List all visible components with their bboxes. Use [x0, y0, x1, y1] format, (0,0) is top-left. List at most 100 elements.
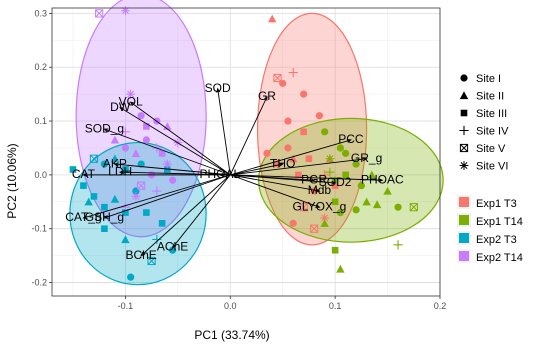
loading-label: AChE — [157, 240, 188, 254]
data-point — [80, 182, 87, 189]
y-tick-label: 0.0 — [34, 170, 47, 180]
data-point — [409, 203, 418, 212]
data-point — [320, 219, 329, 227]
legend-shape-label: Site I — [476, 73, 501, 85]
legend-color-swatch — [459, 215, 469, 225]
loading-label: AKP — [103, 156, 127, 170]
ellipse-exp1-t3 — [256, 12, 368, 246]
y-tick-label: 0.3 — [34, 8, 47, 18]
arrow-head — [82, 172, 88, 177]
data-point — [336, 208, 344, 217]
arrow-head — [346, 138, 352, 143]
arrow-head — [113, 162, 119, 167]
data-point — [372, 200, 382, 209]
data-point — [331, 198, 339, 206]
data-point — [110, 135, 120, 144]
data-point — [120, 202, 131, 212]
y-tick-label: 0.2 — [34, 62, 47, 72]
loading-label: GSH_g — [85, 210, 124, 224]
loading-arrow — [230, 174, 383, 181]
loading-arrow — [230, 158, 367, 176]
data-point — [273, 73, 282, 83]
data-point — [137, 112, 145, 120]
data-point — [147, 256, 156, 266]
arrow-head — [103, 128, 109, 133]
loading-label: LDH — [108, 164, 132, 178]
arrow-head — [331, 180, 337, 185]
loading-arrow — [217, 88, 231, 175]
x-axis-title: PC1 (33.74%) — [194, 328, 269, 342]
loading-label: GR_g — [351, 151, 382, 165]
loading-arrow — [230, 174, 320, 192]
legend-shape-symbol — [459, 91, 469, 100]
data-point — [263, 149, 271, 157]
loading-arrow — [114, 163, 231, 176]
loading-label: PHOAC — [361, 172, 404, 186]
arrow-head — [171, 243, 177, 249]
data-point — [162, 159, 172, 169]
loading-arrow — [120, 171, 231, 176]
loading-label: GLYOX_g — [292, 199, 346, 213]
loading-label: SOD — [205, 81, 231, 95]
loading-arrow — [104, 174, 231, 219]
x-tick-label: 0.0 — [224, 301, 237, 311]
legend-color-label: Exp1 T3 — [476, 198, 517, 210]
data-point — [352, 160, 360, 168]
data-point — [284, 117, 292, 125]
loading-label: PGR — [301, 172, 327, 186]
data-point — [352, 206, 360, 214]
y-tick-label: 0.1 — [34, 116, 47, 126]
data-point — [158, 150, 166, 157]
data-point — [164, 166, 171, 173]
data-point — [121, 6, 130, 16]
legend-shape-symbol — [460, 74, 468, 82]
legend-shape-symbol — [459, 125, 469, 136]
legend-color-label: Exp2 T14 — [476, 252, 523, 264]
loading-arrow — [140, 174, 231, 256]
data-points — [69, 6, 418, 281]
data-point — [101, 225, 108, 233]
data-point — [126, 89, 136, 99]
data-point — [110, 154, 120, 163]
data-point — [331, 246, 339, 254]
legend-color-swatch — [459, 233, 469, 243]
y-tick-label: -0.2 — [31, 278, 47, 288]
y-tick-label: -0.1 — [31, 224, 47, 234]
data-point — [342, 171, 349, 179]
data-point — [394, 203, 402, 211]
loading-arrow — [230, 139, 351, 176]
legend-color-label: Exp2 T3 — [476, 234, 517, 246]
loading-arrow — [230, 174, 336, 184]
data-point — [121, 235, 130, 244]
data-point — [288, 154, 298, 163]
data-point — [100, 160, 109, 168]
loading-label: Mdb — [308, 183, 332, 197]
loading-arrow — [130, 101, 231, 176]
data-point — [168, 176, 177, 184]
x-tick-label: 0.2 — [434, 301, 447, 311]
data-point — [325, 154, 335, 164]
data-point — [89, 154, 99, 163]
x-tick-label: -0.1 — [118, 301, 134, 311]
data-point — [300, 90, 308, 98]
data-point — [299, 203, 308, 212]
data-point — [137, 181, 146, 190]
loading-arrow — [229, 96, 268, 176]
data-point — [101, 203, 108, 211]
data-point — [84, 197, 93, 206]
data-point — [168, 246, 177, 254]
arrow-head — [216, 87, 221, 93]
data-point — [95, 9, 104, 18]
loading-label: GR — [258, 89, 276, 103]
arrow-head — [263, 95, 268, 101]
data-point — [336, 264, 345, 273]
data-point — [163, 122, 172, 131]
legend-shape-symbol — [459, 143, 469, 153]
legend-shape-label: Site V — [476, 143, 506, 155]
loading-label: SOD_g — [85, 121, 124, 135]
legend-shape-label: Site VI — [476, 161, 508, 173]
data-point — [305, 155, 313, 163]
data-point — [152, 186, 162, 196]
data-point — [321, 128, 329, 136]
